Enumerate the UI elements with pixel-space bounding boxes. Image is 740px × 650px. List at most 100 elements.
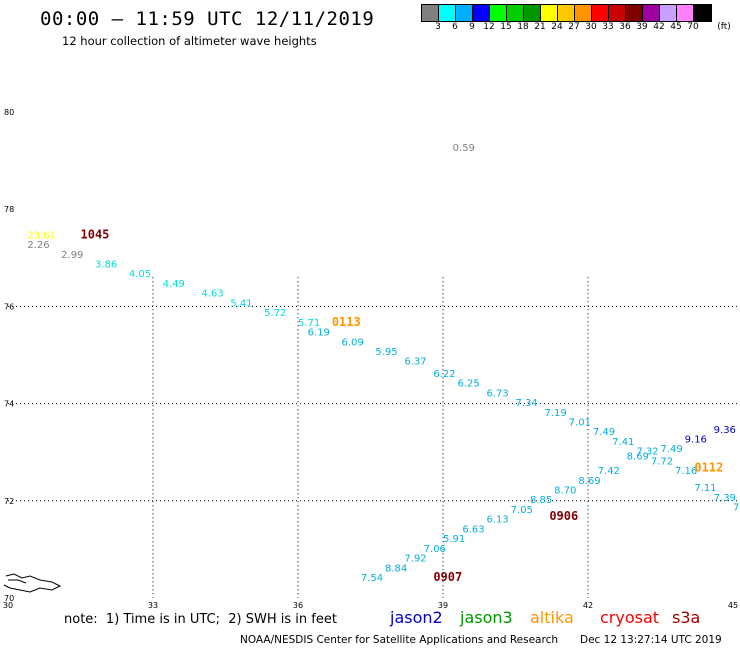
legend-swatch [677,5,694,21]
wave-height-value: 6.73 [487,388,509,399]
wave-height-value: 5.71 [298,318,320,329]
wave-height-value: 23.61 [27,230,56,241]
wave-height-value: 4.49 [163,279,185,290]
lon-tick-label: 45 [728,601,738,610]
wave-height-value: 3.86 [95,260,117,271]
satellite-altika: altika [530,608,574,627]
legend-swatch [575,5,592,21]
legend-swatch [473,5,490,21]
wave-height-value: 7.34 [516,398,538,409]
wave-height-value: 6.13 [487,515,509,526]
wave-height-value: 7.05 [511,505,533,516]
wave-height-value: 5.95 [375,347,397,358]
legend-label: 9 [469,22,475,32]
lat-tick-label: 74 [4,400,14,409]
wave-height-value: 5.91 [443,534,465,545]
wave-height-value: 7.49 [593,427,615,438]
lon-tick-label: 42 [583,601,593,610]
note-text: note: 1) Time is in UTC; 2) SWH is in fe… [64,612,337,627]
wave-height-value: 6.37 [404,357,426,368]
legend-swatch [541,5,558,21]
legend-label: 33 [602,22,614,32]
wave-height-value: 8.85 [530,495,552,506]
legend-label: 70 [687,22,699,32]
legend-swatch [558,5,575,21]
lon-tick-label: 33 [148,601,158,610]
legend-swatch [439,5,456,21]
satellite-s3a: s3a [672,608,701,627]
wave-height-value: 6.22 [433,369,455,380]
color-scale-labels: 3 6 9 12 15 18 21 24 27 30 33 36 39 42 45 70 (ft) [421,22,740,34]
legend-swatch [694,5,711,21]
legend-label: 24 [551,22,563,32]
wave-height-value: 6.63 [462,524,484,535]
wave-height-value: 7.42 [598,466,620,477]
legend-label: 39 [636,22,648,32]
legend-label: 3 [435,22,441,32]
legend-swatch [609,5,626,21]
wave-height-value: 7.16 [675,466,697,477]
satellite-jason3: jason3 [460,608,513,627]
lon-tick-label: 36 [293,601,303,610]
lon-tick-label: 39 [438,601,448,610]
legend-label: 27 [568,22,580,32]
wave-height-value: 7.32 [636,447,658,458]
legend-label: 6 [452,22,458,32]
legend-unit: (ft) [717,22,731,32]
lat-tick-label: 70 [4,594,14,603]
legend-label: 42 [653,22,665,32]
wave-height-value: 8.69 [627,451,649,462]
legend-label: 36 [619,22,631,32]
wave-height-value: 6.19 [308,328,330,339]
legend-swatch [456,5,473,21]
satellite-jason2: jason2 [390,608,443,627]
legend-label: 18 [517,22,529,32]
footer-timestamp: Dec 12 13:27:14 UTC 2019 [580,634,722,646]
wave-height-value: 7.92 [404,554,426,565]
wave-height-value: 7.31 [733,503,740,514]
wave-height-value: 0.59 [453,143,475,154]
wave-height-value: 7.06 [424,544,446,555]
wave-height-value: 8.69 [578,476,600,487]
pass-time-label: 0907 [433,570,462,584]
lat-tick-label: 78 [4,205,14,214]
wave-height-value: 8.70 [554,486,576,497]
wave-height-value: 7.49 [661,444,683,455]
legend-swatch [660,5,677,21]
wave-height-value: 2.99 [61,250,83,261]
wave-height-value: 7.11 [694,483,716,494]
pass-time-label: 0112 [694,461,723,475]
legend-label: 45 [670,22,682,32]
wave-height-value: 4.05 [129,269,151,280]
lat-tick-label: 72 [4,497,14,506]
legend-label: 15 [500,22,512,32]
pass-time-label: 1045 [81,227,110,241]
wave-height-value: 5.72 [264,308,286,319]
wave-height-value: 9.16 [685,434,707,445]
wave-height-value: 7.72 [651,456,673,467]
legend-label: 30 [585,22,597,32]
legend-label: 21 [534,22,546,32]
legend-swatch [422,5,439,21]
wave-height-value: 7.39 [714,493,736,504]
legend-swatch [643,5,660,21]
wave-height-value: 7.41 [612,437,634,448]
pass-time-label: 0113 [332,315,361,329]
legend-swatch [507,5,524,21]
wave-height-value: 6.25 [458,379,480,390]
legend-swatch [490,5,507,21]
color-scale-legend [421,4,712,22]
legend-swatch [592,5,609,21]
wave-height-value: 7.19 [545,408,567,419]
coastline [8,579,27,584]
pass-time-label: 0906 [549,509,578,523]
legend-swatch [524,5,541,21]
legend-label: 12 [483,22,495,32]
coastline [3,573,62,593]
page-subtitle: 12 hour collection of altimeter wave hei… [62,34,317,48]
wave-height-value: 5.41 [230,298,252,309]
wave-height-value: 9.36 [714,425,736,436]
legend-swatch [626,5,643,21]
wave-height-value: 6.09 [342,337,364,348]
